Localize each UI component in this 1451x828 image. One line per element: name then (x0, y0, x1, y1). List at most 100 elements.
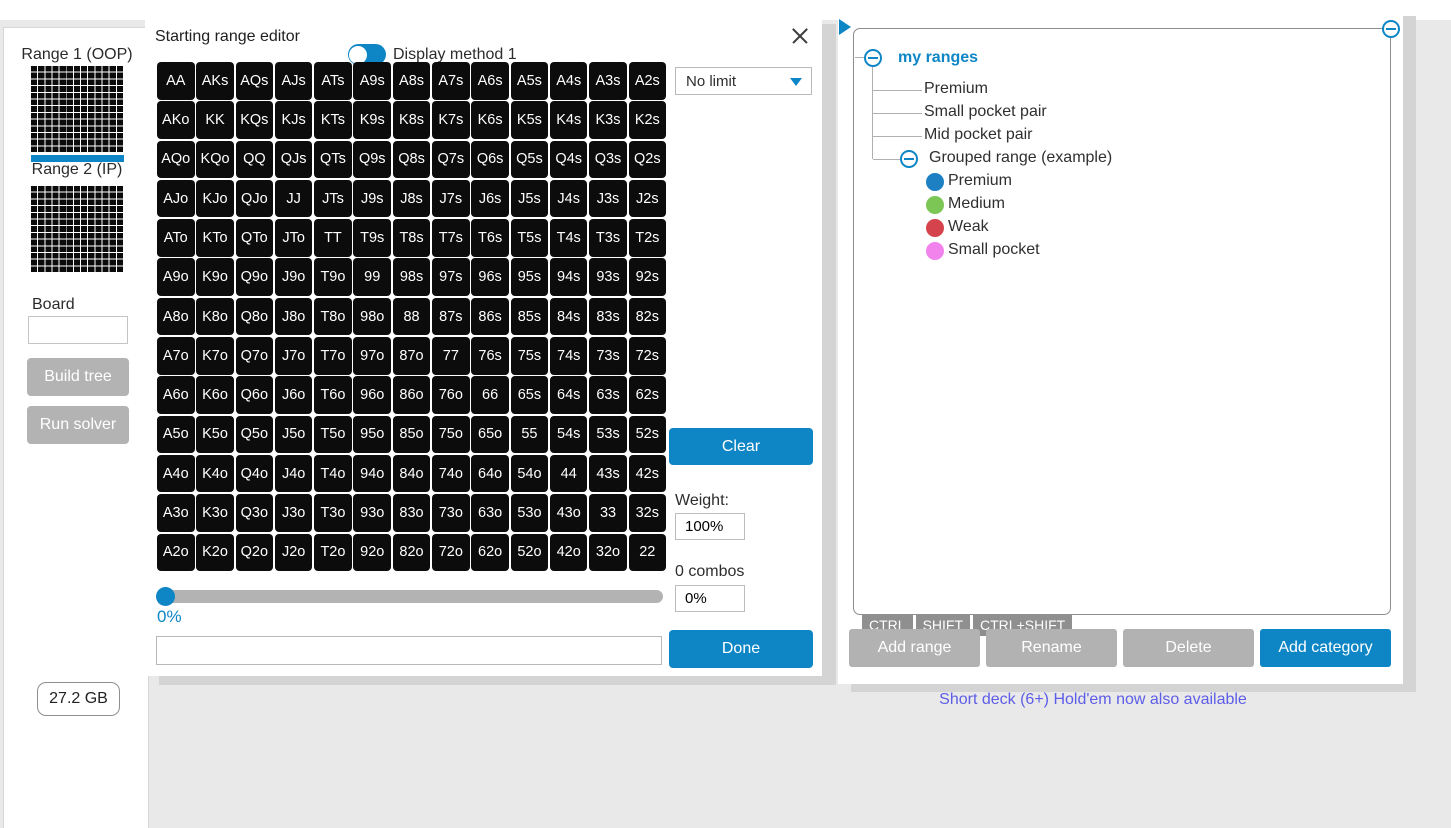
range-text-input[interactable] (156, 636, 662, 665)
hand-cell-kts[interactable]: KTs (314, 101, 352, 139)
weight-slider[interactable] (156, 587, 663, 606)
hand-cell-k8s[interactable]: K8s (392, 101, 431, 139)
display-method-toggle[interactable] (348, 44, 386, 65)
hand-cell-q8o[interactable]: Q8o (235, 297, 274, 336)
hand-cell-a7s[interactable]: A7s (432, 62, 470, 100)
hand-cell-73s[interactable]: 73s (589, 337, 627, 375)
hand-cell-65o[interactable]: 65o (471, 415, 509, 454)
tree-subitem-small-pocket[interactable]: Small pocket (854, 240, 1390, 263)
hand-cell-43s[interactable]: 43s (589, 454, 627, 493)
tree-item-premium[interactable]: Premium (854, 79, 1390, 102)
panel-arrow-icon[interactable] (839, 19, 851, 35)
hand-cell-aqs[interactable]: AQs (235, 62, 274, 100)
hand-cell-k3s[interactable]: K3s (589, 101, 627, 139)
hand-cell-kqs[interactable]: KQs (235, 101, 274, 139)
hand-cell-74s[interactable]: 74s (549, 337, 588, 375)
hand-cell-96o[interactable]: 96o (353, 376, 391, 414)
hand-cell-54o[interactable]: 54o (510, 454, 549, 493)
hand-cell-a4o[interactable]: A4o (157, 454, 195, 493)
rename-button[interactable]: Rename (986, 629, 1117, 667)
hand-cell-85o[interactable]: 85o (392, 415, 431, 454)
hand-cell-k2s[interactable]: K2s (628, 101, 667, 139)
hand-cell-q3s[interactable]: Q3s (589, 140, 627, 179)
hand-cell-q9s[interactable]: Q9s (353, 140, 391, 179)
hand-cell-94o[interactable]: 94o (353, 454, 391, 493)
hand-cell-t5s[interactable]: T5s (510, 219, 549, 257)
close-icon[interactable] (790, 26, 810, 46)
hand-cell-a5o[interactable]: A5o (157, 415, 195, 454)
hand-cell-j8o[interactable]: J8o (274, 297, 313, 336)
hand-cell-88[interactable]: 88 (392, 297, 431, 336)
build-tree-button[interactable]: Build tree (27, 358, 129, 396)
hand-cell-q5o[interactable]: Q5o (235, 415, 274, 454)
done-button[interactable]: Done (669, 630, 813, 668)
hand-cell-a3o[interactable]: A3o (157, 494, 195, 532)
hand-cell-t7s[interactable]: T7s (432, 219, 470, 257)
hand-cell-qts[interactable]: QTs (314, 140, 352, 179)
hand-cell-kk[interactable]: KK (196, 101, 234, 139)
hand-cell-q6o[interactable]: Q6o (235, 376, 274, 414)
hand-cell-82s[interactable]: 82s (628, 297, 667, 336)
hand-cell-j3o[interactable]: J3o (274, 494, 313, 532)
tree-subitem-medium[interactable]: Medium (854, 194, 1390, 217)
hand-cell-j6o[interactable]: J6o (274, 376, 313, 414)
hand-cell-32o[interactable]: 32o (589, 533, 627, 572)
hand-cell-62o[interactable]: 62o (471, 533, 509, 572)
hand-cell-k8o[interactable]: K8o (196, 297, 234, 336)
hand-cell-a8s[interactable]: A8s (392, 62, 431, 100)
hand-cell-84s[interactable]: 84s (549, 297, 588, 336)
hand-cell-j4s[interactable]: J4s (549, 179, 588, 218)
clear-button[interactable]: Clear (669, 428, 813, 465)
run-solver-button[interactable]: Run solver (27, 406, 129, 444)
hand-cell-j8s[interactable]: J8s (392, 179, 431, 218)
add-range-button[interactable]: Add range (849, 629, 980, 667)
hand-cell-87s[interactable]: 87s (432, 297, 470, 336)
hand-cell-72o[interactable]: 72o (432, 533, 470, 572)
slider-knob[interactable] (156, 587, 175, 606)
hand-cell-q7s[interactable]: Q7s (432, 140, 470, 179)
hand-cell-t8o[interactable]: T8o (314, 297, 352, 336)
tree-item-grouped-range[interactable]: Grouped range (example) (854, 148, 1390, 171)
hand-cell-qjo[interactable]: QJo (235, 179, 274, 218)
add-category-button[interactable]: Add category (1260, 629, 1391, 667)
hand-cell-77[interactable]: 77 (432, 337, 470, 375)
hand-cell-tt[interactable]: TT (314, 219, 352, 257)
hand-cell-95s[interactable]: 95s (510, 258, 549, 296)
hand-cell-q2s[interactable]: Q2s (628, 140, 667, 179)
hand-cell-42s[interactable]: 42s (628, 454, 667, 493)
hand-cell-t7o[interactable]: T7o (314, 337, 352, 375)
hand-cell-t9s[interactable]: T9s (353, 219, 391, 257)
hand-cell-q9o[interactable]: Q9o (235, 258, 274, 296)
hand-cell-ato[interactable]: ATo (157, 219, 195, 257)
hand-cell-j5s[interactable]: J5s (510, 179, 549, 218)
hand-cell-kqo[interactable]: KQo (196, 140, 234, 179)
hand-cell-ajs[interactable]: AJs (274, 62, 313, 100)
hand-cell-kto[interactable]: KTo (196, 219, 234, 257)
hand-cell-k7s[interactable]: K7s (432, 101, 470, 139)
hand-cell-63s[interactable]: 63s (589, 376, 627, 414)
hand-cell-52o[interactable]: 52o (510, 533, 549, 572)
tree-root-label[interactable]: my ranges (898, 49, 979, 66)
hand-cell-j7o[interactable]: J7o (274, 337, 313, 375)
hand-cell-42o[interactable]: 42o (549, 533, 588, 572)
hand-cell-66[interactable]: 66 (471, 376, 509, 414)
hand-cell-t6o[interactable]: T6o (314, 376, 352, 414)
hand-cell-ako[interactable]: AKo (157, 101, 195, 139)
hand-cell-53o[interactable]: 53o (510, 494, 549, 532)
weight-input[interactable] (675, 513, 745, 540)
hand-cell-86o[interactable]: 86o (392, 376, 431, 414)
hand-cell-93s[interactable]: 93s (589, 258, 627, 296)
hand-cell-j3s[interactable]: J3s (589, 179, 627, 218)
hand-cell-kjs[interactable]: KJs (274, 101, 313, 139)
hand-cell-86s[interactable]: 86s (471, 297, 509, 336)
hand-cell-q6s[interactable]: Q6s (471, 140, 509, 179)
hand-cell-j7s[interactable]: J7s (432, 179, 470, 218)
hand-cell-52s[interactable]: 52s (628, 415, 667, 454)
hand-cell-t3s[interactable]: T3s (589, 219, 627, 257)
hand-cell-jts[interactable]: JTs (314, 179, 352, 218)
hand-cell-k5s[interactable]: K5s (510, 101, 549, 139)
hand-cell-j9s[interactable]: J9s (353, 179, 391, 218)
hand-cell-q3o[interactable]: Q3o (235, 494, 274, 532)
hand-cell-q4o[interactable]: Q4o (235, 454, 274, 493)
hand-cell-84o[interactable]: 84o (392, 454, 431, 493)
